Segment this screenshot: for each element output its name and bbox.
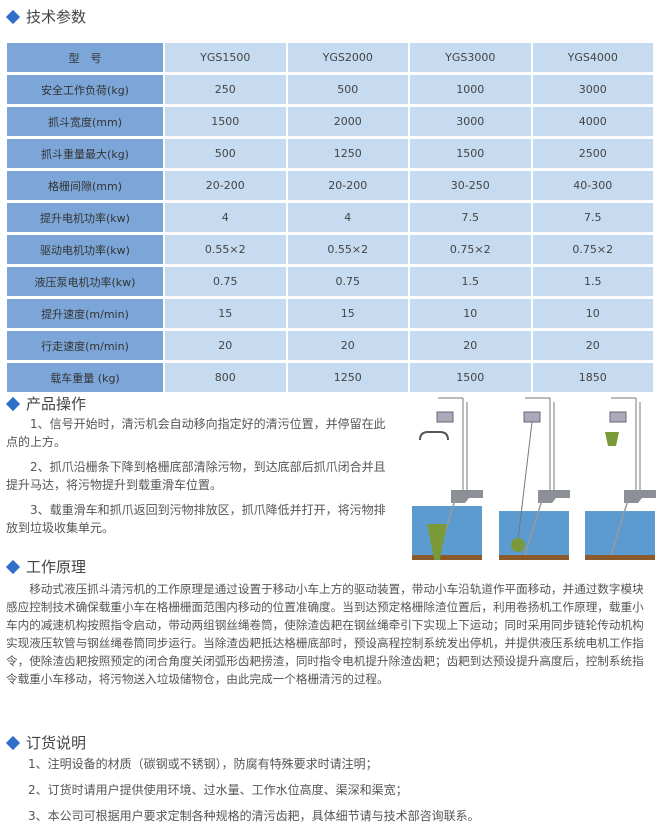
cell: 0.55×2	[165, 235, 286, 264]
cell: YGS1500	[165, 43, 286, 72]
cell: 7.5	[532, 203, 653, 232]
operation-illustration	[412, 397, 656, 560]
cell: 1250	[287, 139, 408, 168]
cell: 20	[532, 331, 653, 360]
grab-open	[419, 431, 449, 441]
diamond-icon	[5, 9, 21, 24]
cell: 20	[287, 331, 408, 360]
section-principle-heading: 工作原理	[5, 556, 86, 577]
cell: 4	[287, 203, 408, 232]
cell: 20	[410, 331, 531, 360]
section-order-heading: 订货说明	[5, 732, 86, 753]
cell: 15	[287, 299, 408, 328]
cell: 1850	[532, 363, 653, 392]
table-row: 安全工作负荷(kg) 250 500 1000 3000	[7, 75, 653, 104]
table-row: 抓斗重量最大(kg) 500 1250 1500 2500	[7, 139, 653, 168]
cell: 800	[165, 363, 286, 392]
cell: 4	[165, 203, 286, 232]
debris	[427, 524, 447, 560]
cell: 1.5	[410, 267, 531, 296]
row-label: 提升速度(m/min)	[7, 299, 163, 328]
cell: 3000	[532, 75, 653, 104]
panel-2	[499, 397, 570, 560]
panel-1	[412, 397, 483, 560]
row-label: 提升电机功率(kw)	[7, 203, 163, 232]
table-row: 提升电机功率(kw) 4 4 7.5 7.5	[7, 203, 653, 232]
row-label: 液压泵电机功率(kw)	[7, 267, 163, 296]
table-row: 抓斗宽度(mm) 1500 2000 3000 4000	[7, 107, 653, 136]
cell: 0.75×2	[410, 235, 531, 264]
diamond-icon	[5, 396, 21, 411]
cell: 10	[410, 299, 531, 328]
cell: YGS3000	[410, 43, 531, 72]
cell: 1500	[410, 363, 531, 392]
principle-text: 移动式液压抓斗清污机的工作原理是通过设置于移动小车上方的驱动装置，带动小车沿轨道…	[6, 582, 644, 686]
cell: 0.75	[287, 267, 408, 296]
cell: 500	[165, 139, 286, 168]
diamond-icon	[5, 735, 21, 750]
row-label: 格栅间隙(mm)	[7, 171, 163, 200]
cell: 40-300	[532, 171, 653, 200]
debris	[511, 538, 525, 552]
table-row: 提升速度(m/min) 15 15 10 10	[7, 299, 653, 328]
rope	[517, 421, 533, 541]
cell: 500	[287, 75, 408, 104]
row-label: 抓斗宽度(mm)	[7, 107, 163, 136]
row-label: 载车重量 (kg)	[7, 363, 163, 392]
cell: 250	[165, 75, 286, 104]
cell: YGS2000	[287, 43, 408, 72]
row-label: 驱动电机功率(kw)	[7, 235, 163, 264]
row-label: 安全工作负荷(kg)	[7, 75, 163, 104]
order-text: 1、注明设备的材质（碳钢或不锈钢），防腐有特殊要求时请注明； 2、订货时请用户提…	[28, 757, 480, 823]
cell: 20	[165, 331, 286, 360]
cell: 4000	[532, 107, 653, 136]
cell: 20-200	[165, 171, 286, 200]
cell: 15	[165, 299, 286, 328]
cell: 1000	[410, 75, 531, 104]
spec-table: 型 号 YGS1500 YGS2000 YGS3000 YGS4000 安全工作负荷(kg…	[5, 40, 655, 395]
diamond-icon	[5, 559, 21, 574]
cell: 10	[532, 299, 653, 328]
cell: 2500	[532, 139, 653, 168]
cell: 7.5	[410, 203, 531, 232]
table-row: 液压泵电机功率(kw) 0.75 0.75 1.5 1.5	[7, 267, 653, 296]
section-operation-heading: 产品操作	[5, 393, 86, 414]
table-header-row: 型 号 YGS1500 YGS2000 YGS3000 YGS4000	[7, 43, 653, 72]
row-label: 型 号	[7, 43, 163, 72]
cell: 0.75	[165, 267, 286, 296]
row-label: 抓斗重量最大(kg)	[7, 139, 163, 168]
cell: 0.75×2	[532, 235, 653, 264]
cell: 3000	[410, 107, 531, 136]
cell: 1250	[287, 363, 408, 392]
cell: YGS4000	[532, 43, 653, 72]
operation-text: 1、信号开始时，清污机会自动移向指定好的清污位置，并停留在此点的上方。 2、抓爪…	[6, 417, 386, 535]
panel-3	[585, 397, 656, 560]
grab-closed	[605, 432, 619, 446]
table-row: 驱动电机功率(kw) 0.55×2 0.55×2 0.75×2 0.75×2	[7, 235, 653, 264]
section-specs-heading: 技术参数	[5, 6, 86, 27]
cell: 1.5	[532, 267, 653, 296]
table-row: 格栅间隙(mm) 20-200 20-200 30-250 40-300	[7, 171, 653, 200]
table-row: 行走速度(m/min) 20 20 20 20	[7, 331, 653, 360]
row-label: 行走速度(m/min)	[7, 331, 163, 360]
cell: 1500	[410, 139, 531, 168]
cell: 2000	[287, 107, 408, 136]
cell: 0.55×2	[287, 235, 408, 264]
cell: 30-250	[410, 171, 531, 200]
cell: 1500	[165, 107, 286, 136]
cell: 20-200	[287, 171, 408, 200]
table-row: 载车重量 (kg) 800 1250 1500 1850	[7, 363, 653, 392]
